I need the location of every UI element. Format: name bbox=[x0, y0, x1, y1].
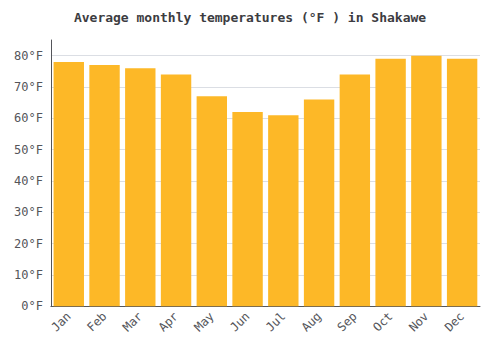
svg-text:Mar: Mar bbox=[120, 309, 145, 334]
svg-text:30°F: 30°F bbox=[14, 205, 43, 219]
svg-text:Apr: Apr bbox=[156, 309, 181, 334]
svg-text:Jun: Jun bbox=[227, 309, 252, 334]
svg-text:10°F: 10°F bbox=[14, 268, 43, 282]
svg-text:0°F: 0°F bbox=[21, 299, 43, 313]
svg-text:Jan: Jan bbox=[49, 309, 74, 334]
svg-text:20°F: 20°F bbox=[14, 237, 43, 251]
svg-text:Nov: Nov bbox=[406, 309, 431, 334]
svg-text:50°F: 50°F bbox=[14, 143, 43, 157]
svg-text:80°F: 80°F bbox=[14, 49, 43, 63]
svg-text:Sep: Sep bbox=[335, 309, 360, 334]
svg-text:Feb: Feb bbox=[84, 309, 109, 334]
svg-text:May: May bbox=[192, 309, 217, 334]
svg-text:Aug: Aug bbox=[299, 309, 324, 334]
svg-text:Jul: Jul bbox=[263, 309, 288, 334]
svg-text:40°F: 40°F bbox=[14, 174, 43, 188]
svg-text:Oct: Oct bbox=[370, 309, 395, 334]
svg-text:Dec: Dec bbox=[442, 309, 467, 334]
svg-text:60°F: 60°F bbox=[14, 111, 43, 125]
svg-text:70°F: 70°F bbox=[14, 80, 43, 94]
svg-text:Average monthly temperatures (: Average monthly temperatures (°F ) in Sh… bbox=[74, 10, 426, 25]
